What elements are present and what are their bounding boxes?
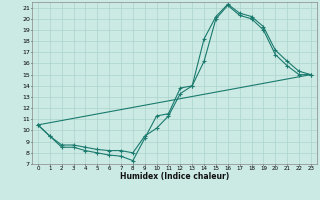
- X-axis label: Humidex (Indice chaleur): Humidex (Indice chaleur): [120, 172, 229, 181]
